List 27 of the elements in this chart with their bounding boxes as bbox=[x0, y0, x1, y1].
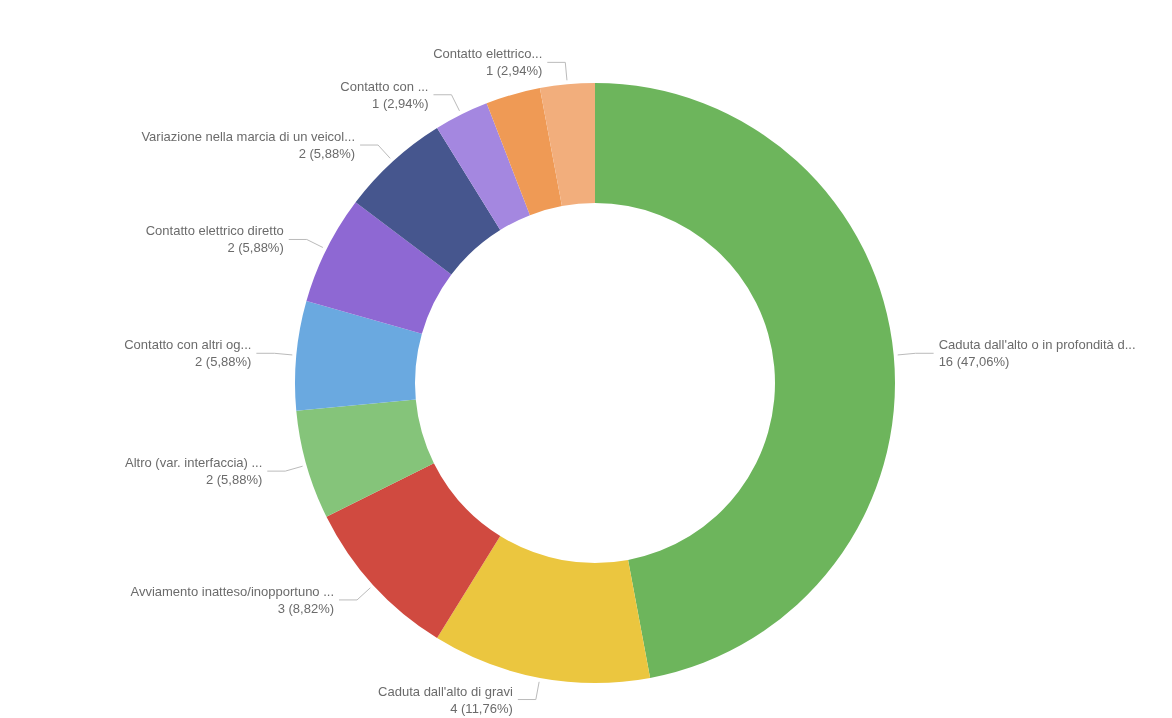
slice-label: Caduta dall'alto di gravi bbox=[378, 683, 513, 699]
slice-label: Contatto elettrico diretto bbox=[145, 223, 284, 239]
slice-label: Contatto con altri og... bbox=[124, 337, 252, 353]
slice-label: Avviamento inatteso/inopportuno ... bbox=[130, 583, 335, 599]
data-label: 3 (8,82%) bbox=[277, 600, 335, 616]
data-label: 1 (2,94%) bbox=[485, 63, 543, 79]
donut-slice bbox=[306, 202, 452, 334]
donut-slice bbox=[355, 127, 501, 275]
data-label: 2 (5,88%) bbox=[195, 354, 252, 370]
data-label: 2 (5,88%) bbox=[298, 146, 356, 162]
data-label: 2 (5,88%) bbox=[205, 472, 263, 488]
donut-slice bbox=[295, 300, 422, 411]
slice-label: Caduta dall'alto o in profondità d... bbox=[938, 337, 1136, 353]
data-label: 1 (2,94%) bbox=[372, 95, 429, 111]
slice-label: Altro (var. interfaccia) ... bbox=[125, 455, 263, 471]
donut-slice bbox=[539, 83, 595, 207]
slice-label: Variazione nella marcia di un veicol... bbox=[141, 129, 356, 145]
donut-slice bbox=[296, 399, 434, 517]
data-label: 2 (5,88%) bbox=[227, 240, 284, 256]
donut-slice bbox=[486, 88, 562, 216]
donut-slice bbox=[595, 83, 895, 678]
slice-label: Contatto con ... bbox=[340, 78, 429, 94]
data-label: 16 (47,06%) bbox=[938, 354, 1010, 370]
donut-slice bbox=[437, 103, 530, 230]
donut-slice bbox=[437, 536, 651, 683]
data-label: 4 (11,76%) bbox=[450, 700, 513, 716]
slice-label: Contatto elettrico... bbox=[433, 46, 543, 62]
